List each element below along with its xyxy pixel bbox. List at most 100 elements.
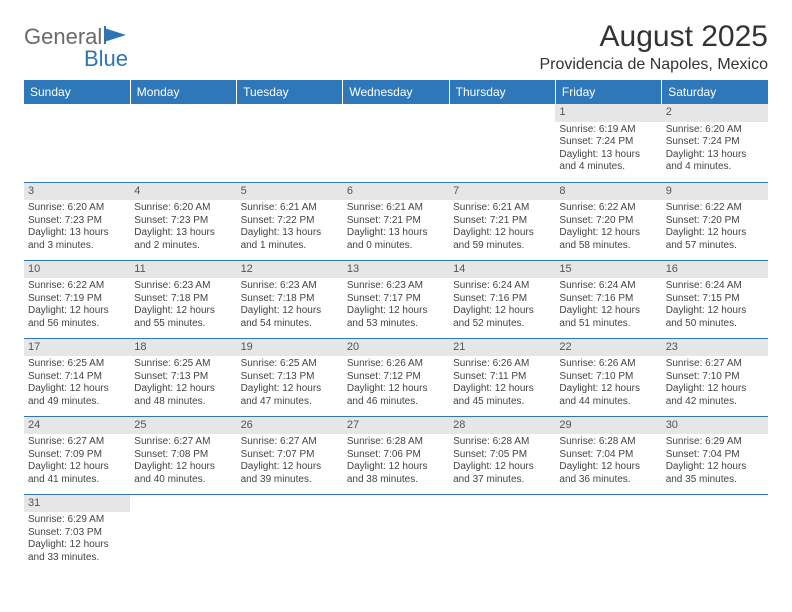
daylight-line-1: Daylight: 12 hours [134,461,232,474]
calendar-cell: 28Sunrise: 6:28 AMSunset: 7:05 PMDayligh… [449,416,555,494]
cell-content: Sunrise: 6:28 AMSunset: 7:06 PMDaylight:… [343,434,449,489]
daylight-line-2: and 58 minutes. [559,240,657,253]
sunrise-line: Sunrise: 6:20 AM [666,124,764,137]
daylight-line-1: Daylight: 12 hours [559,227,657,240]
sunset-line: Sunset: 7:22 PM [241,215,339,228]
cell-content: Sunrise: 6:27 AMSunset: 7:08 PMDaylight:… [130,434,236,489]
sunrise-line: Sunrise: 6:26 AM [347,358,445,371]
date-number: 25 [130,417,236,435]
date-number: 13 [343,261,449,279]
day-header-cell: Sunday [24,80,130,104]
cell-content: Sunrise: 6:26 AMSunset: 7:10 PMDaylight:… [555,356,661,411]
sunrise-line: Sunrise: 6:22 AM [559,202,657,215]
sunrise-line: Sunrise: 6:19 AM [559,124,657,137]
calendar-cell-empty [130,104,236,182]
sunrise-line: Sunrise: 6:25 AM [28,358,126,371]
cell-content: Sunrise: 6:20 AMSunset: 7:24 PMDaylight:… [662,122,768,177]
date-number: 31 [24,495,130,513]
sunset-line: Sunset: 7:11 PM [453,371,551,384]
calendar-cell: 31Sunrise: 6:29 AMSunset: 7:03 PMDayligh… [24,494,130,572]
day-header-cell: Monday [130,80,236,104]
sunrise-line: Sunrise: 6:24 AM [559,280,657,293]
logo-text-general: General [24,26,102,48]
calendar-cell: 2Sunrise: 6:20 AMSunset: 7:24 PMDaylight… [662,104,768,182]
sunset-line: Sunset: 7:20 PM [666,215,764,228]
date-number: 30 [662,417,768,435]
daylight-line-2: and 2 minutes. [134,240,232,253]
calendar-body: 1Sunrise: 6:19 AMSunset: 7:24 PMDaylight… [24,104,768,572]
cell-content: Sunrise: 6:24 AMSunset: 7:16 PMDaylight:… [555,278,661,333]
sunrise-line: Sunrise: 6:23 AM [241,280,339,293]
calendar-cell: 26Sunrise: 6:27 AMSunset: 7:07 PMDayligh… [237,416,343,494]
cell-content: Sunrise: 6:22 AMSunset: 7:20 PMDaylight:… [555,200,661,255]
daylight-line-2: and 47 minutes. [241,396,339,409]
calendar-cell-empty [24,104,130,182]
daylight-line-1: Daylight: 12 hours [28,539,126,552]
cell-content: Sunrise: 6:21 AMSunset: 7:22 PMDaylight:… [237,200,343,255]
calendar-cell-empty [130,494,236,572]
daylight-line-2: and 57 minutes. [666,240,764,253]
date-number: 3 [24,183,130,201]
daylight-line-1: Daylight: 13 hours [134,227,232,240]
calendar-cell: 12Sunrise: 6:23 AMSunset: 7:18 PMDayligh… [237,260,343,338]
sunrise-line: Sunrise: 6:26 AM [559,358,657,371]
date-number: 10 [24,261,130,279]
date-number: 6 [343,183,449,201]
daylight-line-1: Daylight: 12 hours [453,461,551,474]
cell-content: Sunrise: 6:25 AMSunset: 7:13 PMDaylight:… [130,356,236,411]
date-number: 1 [555,104,661,122]
calendar-cell-empty [237,494,343,572]
daylight-line-1: Daylight: 12 hours [453,305,551,318]
calendar-cell: 15Sunrise: 6:24 AMSunset: 7:16 PMDayligh… [555,260,661,338]
daylight-line-1: Daylight: 12 hours [666,383,764,396]
sunset-line: Sunset: 7:12 PM [347,371,445,384]
sunrise-line: Sunrise: 6:20 AM [134,202,232,215]
daylight-line-2: and 33 minutes. [28,552,126,565]
date-number: 24 [24,417,130,435]
date-number: 18 [130,339,236,357]
daylight-line-2: and 40 minutes. [134,474,232,487]
daylight-line-1: Daylight: 12 hours [28,461,126,474]
sunset-line: Sunset: 7:23 PM [28,215,126,228]
sunset-line: Sunset: 7:09 PM [28,449,126,462]
sunset-line: Sunset: 7:03 PM [28,527,126,540]
cell-content: Sunrise: 6:28 AMSunset: 7:05 PMDaylight:… [449,434,555,489]
daylight-line-1: Daylight: 12 hours [134,305,232,318]
cell-content: Sunrise: 6:27 AMSunset: 7:10 PMDaylight:… [662,356,768,411]
calendar-cell: 25Sunrise: 6:27 AMSunset: 7:08 PMDayligh… [130,416,236,494]
daylight-line-2: and 45 minutes. [453,396,551,409]
calendar-cell: 21Sunrise: 6:26 AMSunset: 7:11 PMDayligh… [449,338,555,416]
cell-content: Sunrise: 6:23 AMSunset: 7:18 PMDaylight:… [130,278,236,333]
daylight-line-2: and 35 minutes. [666,474,764,487]
day-header-cell: Tuesday [237,80,343,104]
calendar-cell: 10Sunrise: 6:22 AMSunset: 7:19 PMDayligh… [24,260,130,338]
day-header-cell: Friday [555,80,661,104]
calendar-row: 31Sunrise: 6:29 AMSunset: 7:03 PMDayligh… [24,494,768,572]
date-number: 14 [449,261,555,279]
daylight-line-1: Daylight: 12 hours [666,461,764,474]
calendar-cell-empty [343,104,449,182]
calendar-cell: 19Sunrise: 6:25 AMSunset: 7:13 PMDayligh… [237,338,343,416]
calendar-cell: 20Sunrise: 6:26 AMSunset: 7:12 PMDayligh… [343,338,449,416]
cell-content: Sunrise: 6:23 AMSunset: 7:17 PMDaylight:… [343,278,449,333]
calendar-row: 10Sunrise: 6:22 AMSunset: 7:19 PMDayligh… [24,260,768,338]
calendar-cell: 27Sunrise: 6:28 AMSunset: 7:06 PMDayligh… [343,416,449,494]
calendar-cell: 24Sunrise: 6:27 AMSunset: 7:09 PMDayligh… [24,416,130,494]
sunrise-line: Sunrise: 6:25 AM [134,358,232,371]
sunrise-line: Sunrise: 6:24 AM [453,280,551,293]
sunrise-line: Sunrise: 6:27 AM [666,358,764,371]
calendar-cell: 29Sunrise: 6:28 AMSunset: 7:04 PMDayligh… [555,416,661,494]
daylight-line-1: Daylight: 12 hours [241,383,339,396]
cell-content: Sunrise: 6:25 AMSunset: 7:14 PMDaylight:… [24,356,130,411]
sunrise-line: Sunrise: 6:25 AM [241,358,339,371]
sunset-line: Sunset: 7:06 PM [347,449,445,462]
daylight-line-1: Daylight: 13 hours [28,227,126,240]
daylight-line-1: Daylight: 12 hours [666,305,764,318]
daylight-line-2: and 3 minutes. [28,240,126,253]
cell-content: Sunrise: 6:19 AMSunset: 7:24 PMDaylight:… [555,122,661,177]
cell-content: Sunrise: 6:23 AMSunset: 7:18 PMDaylight:… [237,278,343,333]
daylight-line-1: Daylight: 13 hours [241,227,339,240]
cell-content: Sunrise: 6:26 AMSunset: 7:11 PMDaylight:… [449,356,555,411]
calendar-cell: 11Sunrise: 6:23 AMSunset: 7:18 PMDayligh… [130,260,236,338]
sunset-line: Sunset: 7:05 PM [453,449,551,462]
